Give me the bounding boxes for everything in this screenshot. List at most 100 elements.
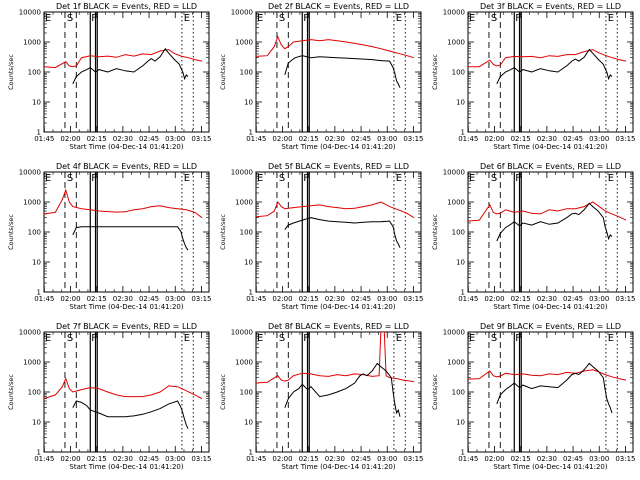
segment-label: S [491, 13, 497, 24]
x-tick-label: 02:00 [272, 135, 292, 143]
y-tick-label: 1 [249, 129, 253, 137]
detector-panel-1: Det 1f BLACK = Events, RED = LLD 1 10 100 10… [7, 2, 212, 151]
x-tick-label: 03:15 [191, 455, 211, 463]
plot-frame [43, 11, 210, 133]
x-tick-label: 02:45 [563, 295, 583, 303]
y-tick-label: 100 [240, 69, 253, 77]
plot-frame [43, 331, 210, 453]
plot-frame [43, 171, 210, 293]
x-axis-label: Start Time (04-Dec-14 01:41:20) [493, 463, 607, 471]
x-tick-label: 03:15 [191, 295, 211, 303]
y-tick-label: 10000 [231, 329, 253, 337]
y-tick-label: 1 [37, 129, 41, 137]
segment-label: E [45, 13, 51, 24]
x-tick-label: 02:00 [484, 135, 504, 143]
event-rate-line [284, 55, 401, 88]
event-rate-line [72, 226, 189, 251]
x-tick-label: 02:00 [272, 455, 292, 463]
lld-rate-line [256, 332, 415, 384]
event-rate-line [72, 47, 189, 85]
y-tick-label: 1 [37, 449, 41, 457]
segment-label: S [491, 173, 497, 184]
x-tick-label: 02:00 [272, 295, 292, 303]
y-tick-label: 10000 [19, 169, 41, 177]
segment-label: E [257, 333, 263, 344]
x-axis-label: Start Time (04-Dec-14 01:41:20) [69, 143, 183, 151]
y-axis-label: Counts/sec [7, 54, 15, 90]
x-tick-label: 02:30 [113, 295, 133, 303]
y-tick-label: 1 [249, 449, 253, 457]
x-tick-label: 01:45 [458, 455, 478, 463]
y-tick-label: 1000 [447, 359, 465, 367]
y-tick-label: 1000 [447, 39, 465, 47]
segment-label: E [396, 13, 402, 24]
event-rate-line [496, 362, 613, 414]
segment-label: F [303, 13, 309, 24]
y-tick-label: 1 [461, 449, 465, 457]
x-tick-label: 02:00 [60, 295, 80, 303]
plot-frame [467, 171, 634, 293]
x-tick-label: 03:00 [377, 455, 397, 463]
lld-rate-line [44, 188, 203, 219]
x-tick-label: 02:30 [325, 455, 345, 463]
segment-label: E [184, 333, 190, 344]
y-tick-label: 1000 [235, 199, 253, 207]
panel-title: Det 6f BLACK = Events, RED = LLD [480, 162, 621, 171]
x-axis-label: Start Time (04-Dec-14 01:41:20) [69, 303, 183, 311]
y-axis-label: Counts/sec [219, 214, 227, 250]
detector-panel-9: Det 9f BLACK = Events, RED = LLD 1 10 100 10… [431, 322, 636, 471]
plot-frame [255, 11, 422, 133]
x-tick-label: 02:30 [113, 135, 133, 143]
y-tick-label: 10 [244, 419, 253, 427]
segment-label: F [91, 333, 97, 344]
x-tick-label: 02:15 [87, 295, 107, 303]
x-tick-label: 02:15 [511, 455, 531, 463]
y-tick-label: 1 [37, 289, 41, 297]
x-tick-label: 02:45 [563, 455, 583, 463]
y-tick-label: 1000 [23, 359, 41, 367]
lld-rate-line [256, 200, 415, 219]
y-axis-label: Counts/sec [431, 374, 439, 410]
y-tick-label: 10000 [19, 9, 41, 17]
segment-label: F [515, 13, 521, 24]
panel-title: Det 5f BLACK = Events, RED = LLD [268, 162, 409, 171]
x-tick-label: 02:00 [484, 295, 504, 303]
x-tick-label: 01:45 [458, 135, 478, 143]
segment-label: E [469, 173, 475, 184]
y-axis-label: Counts/sec [7, 374, 15, 410]
x-tick-label: 02:00 [60, 455, 80, 463]
y-tick-label: 1000 [235, 359, 253, 367]
plot-frame [467, 331, 634, 453]
x-axis-label: Start Time (04-Dec-14 01:41:20) [493, 303, 607, 311]
segment-label: E [608, 173, 614, 184]
y-tick-label: 10000 [443, 329, 465, 337]
lld-rate-line [256, 35, 415, 59]
segment-label: E [257, 13, 263, 24]
event-rate-line [496, 48, 613, 85]
event-rate-line [284, 362, 401, 417]
segment-label: F [515, 333, 521, 344]
x-tick-label: 02:15 [299, 455, 319, 463]
y-axis-label: Counts/sec [431, 214, 439, 250]
x-tick-label: 02:15 [87, 135, 107, 143]
x-tick-label: 02:30 [325, 295, 345, 303]
lld-rate-line [468, 49, 627, 68]
x-tick-label: 02:15 [299, 135, 319, 143]
x-tick-label: 02:45 [139, 455, 159, 463]
x-tick-label: 01:45 [34, 455, 54, 463]
x-tick-label: 02:30 [537, 295, 557, 303]
segment-label: E [469, 13, 475, 24]
event-rate-line [284, 217, 401, 248]
y-tick-label: 10000 [19, 329, 41, 337]
y-tick-label: 1000 [235, 39, 253, 47]
segment-label: S [279, 13, 285, 24]
event-rate-line [72, 400, 189, 429]
x-tick-label: 01:45 [458, 295, 478, 303]
panel-title: Det 7f BLACK = Events, RED = LLD [56, 322, 197, 331]
y-tick-label: 10 [456, 419, 465, 427]
segment-label: E [184, 173, 190, 184]
x-axis-label: Start Time (04-Dec-14 01:41:20) [281, 143, 395, 151]
segment-label: F [303, 173, 309, 184]
